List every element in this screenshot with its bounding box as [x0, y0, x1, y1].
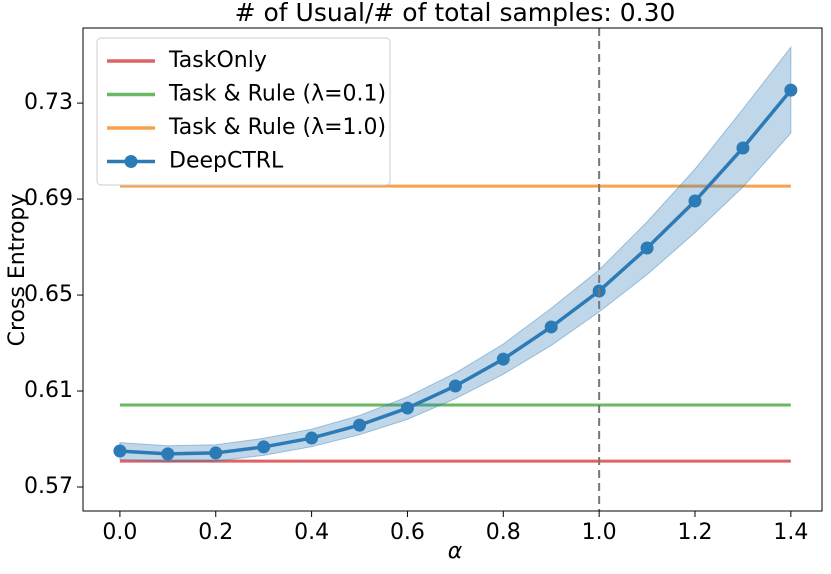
- confidence-band: [119, 45, 792, 463]
- legend-box: [96, 37, 391, 186]
- y-tick-label: 0.61: [24, 378, 73, 403]
- legend-label: Task & Rule (λ=1.0): [168, 115, 386, 140]
- legend-label: TaskOnly: [168, 48, 267, 73]
- data-point: [305, 431, 319, 445]
- data-point: [113, 444, 127, 458]
- x-tick-label: 0.6: [390, 520, 425, 545]
- data-point: [353, 418, 367, 432]
- data-point: [161, 447, 175, 461]
- y-tick-label: 0.73: [24, 90, 73, 115]
- x-tick-label: 1.2: [677, 520, 712, 545]
- data-point: [496, 352, 510, 366]
- y-tick-label: 0.65: [24, 282, 73, 307]
- data-point: [544, 320, 558, 334]
- legend-marker: [124, 155, 138, 168]
- x-tick-label: 0.4: [294, 520, 329, 545]
- chart-title: # of Usual/# of total samples: 0.30: [235, 0, 676, 27]
- x-tick-label: 0.0: [102, 520, 137, 545]
- y-axis-label: Cross Entropy: [5, 194, 30, 347]
- x-tick-label: 1.4: [773, 520, 808, 545]
- data-point: [257, 440, 271, 454]
- legend-label: Task & Rule (λ=0.1): [168, 82, 386, 107]
- x-tick-label: 0.8: [486, 520, 521, 545]
- x-axis-label: α: [448, 539, 463, 564]
- data-point: [688, 194, 702, 208]
- data-point: [209, 446, 223, 460]
- y-tick-label: 0.57: [24, 474, 73, 499]
- x-tick-label: 1.0: [582, 520, 617, 545]
- data-point: [784, 83, 798, 97]
- data-point: [640, 241, 654, 255]
- y-tick-label: 0.69: [24, 186, 73, 211]
- data-point: [736, 141, 750, 155]
- data-point: [448, 379, 462, 393]
- legend-label: DeepCTRL: [169, 149, 284, 174]
- plot-frame: [82, 27, 823, 512]
- x-tick-label: 0.2: [198, 520, 233, 545]
- data-point: [400, 401, 414, 415]
